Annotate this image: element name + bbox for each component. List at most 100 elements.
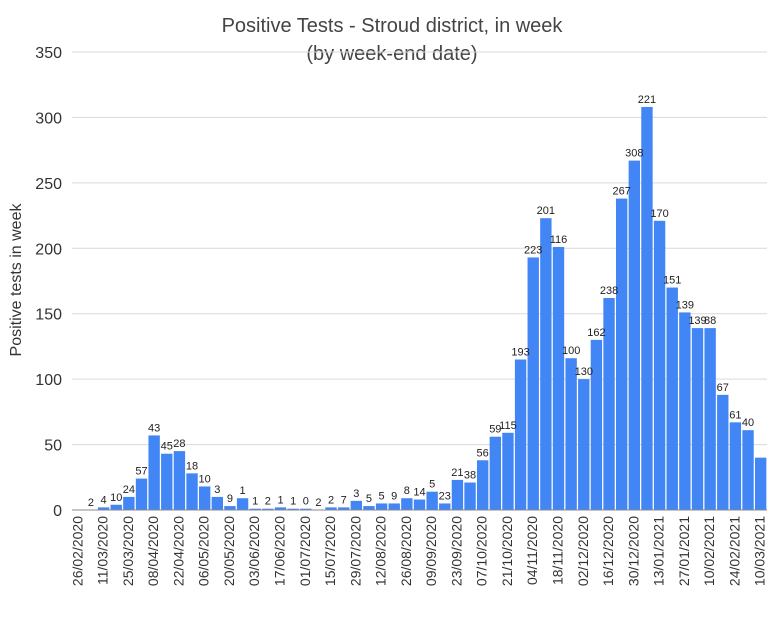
data-label: 1 xyxy=(252,496,258,508)
x-tick-label: 13/01/2021 xyxy=(651,516,667,586)
x-tick-label: 17/06/2020 xyxy=(272,516,288,586)
data-label: 43 xyxy=(148,422,160,434)
data-label: 7 xyxy=(341,494,347,506)
bar xyxy=(224,506,236,510)
bar xyxy=(198,486,211,510)
x-tick-label: 10/03/2021 xyxy=(752,516,768,586)
data-label: 3 xyxy=(214,484,220,496)
data-label: 21 xyxy=(451,467,463,479)
bar xyxy=(615,198,628,510)
bar xyxy=(653,220,666,510)
y-tick-label: 350 xyxy=(35,45,62,62)
data-label: 28 xyxy=(173,438,185,450)
x-tick-label: 02/12/2020 xyxy=(575,516,591,586)
data-label: 8 xyxy=(404,485,410,497)
y-tick-label: 0 xyxy=(53,503,62,520)
bar xyxy=(527,257,539,510)
bar xyxy=(552,246,565,510)
bar xyxy=(173,451,186,510)
bar xyxy=(211,496,224,510)
bar xyxy=(249,508,261,510)
data-label: 151 xyxy=(663,275,681,287)
x-tick-label: 10/02/2021 xyxy=(701,516,717,586)
data-label: 170 xyxy=(650,208,668,220)
data-label: 238 xyxy=(600,285,618,297)
x-tick-label: 30/12/2020 xyxy=(625,516,641,586)
bar xyxy=(135,478,148,510)
bar xyxy=(704,328,716,510)
bar xyxy=(363,506,375,510)
data-label: 10 xyxy=(199,473,211,485)
data-label: 130 xyxy=(575,366,593,378)
bar xyxy=(489,436,502,510)
bar xyxy=(325,507,337,510)
data-label: 115 xyxy=(499,420,517,432)
x-tick-label: 08/04/2020 xyxy=(145,516,161,586)
x-tick-label: 01/07/2020 xyxy=(297,516,313,586)
y-axis-label: Positive tests in week xyxy=(8,203,25,357)
data-label: 40 xyxy=(742,417,754,429)
bar xyxy=(540,218,552,510)
data-label: 88 xyxy=(704,315,716,327)
bar xyxy=(97,507,110,510)
y-tick-label: 100 xyxy=(35,372,62,389)
bar xyxy=(476,460,489,510)
data-label: 59 xyxy=(489,424,501,436)
data-label: 2 xyxy=(328,494,334,506)
data-label: 45 xyxy=(161,441,173,453)
data-label: 23 xyxy=(439,490,451,502)
x-tick-label: 29/07/2020 xyxy=(347,516,363,586)
x-axis-ticks: 26/02/2020 11/03/2020 25/03/2020 08/04/2020… xyxy=(69,516,767,586)
data-label: 139 xyxy=(688,315,706,327)
x-tick-label: 23/09/2020 xyxy=(448,516,464,586)
bar xyxy=(375,503,388,510)
x-tick-label: 12/08/2020 xyxy=(373,516,389,586)
bar xyxy=(413,499,426,510)
bar xyxy=(628,160,641,510)
data-label: 1 xyxy=(240,485,246,497)
data-label: 61 xyxy=(729,409,741,421)
x-tick-label: 15/07/2020 xyxy=(322,516,338,586)
data-label: 2 xyxy=(88,497,94,509)
data-label: 24 xyxy=(123,484,135,496)
bar xyxy=(514,359,527,510)
bar xyxy=(451,479,464,510)
bar xyxy=(262,508,274,510)
bar xyxy=(186,473,198,510)
y-tick-label: 150 xyxy=(35,307,62,324)
bar xyxy=(754,457,767,510)
bar xyxy=(388,503,400,510)
y-axis-ticks: 0 50 100 150 200 250 300 350 xyxy=(35,45,62,520)
bar xyxy=(717,394,729,510)
x-tick-label: 21/10/2020 xyxy=(499,516,515,586)
y-tick-label: 250 xyxy=(35,176,62,193)
gridlines xyxy=(72,51,767,446)
bars xyxy=(97,106,767,511)
x-tick-label: 18/11/2020 xyxy=(550,516,566,585)
data-label: 201 xyxy=(537,205,555,217)
x-tick-label: 25/03/2020 xyxy=(120,516,136,586)
data-label: 18 xyxy=(186,460,198,472)
data-label: 1 xyxy=(290,496,296,508)
bar xyxy=(502,432,514,510)
data-label: 221 xyxy=(638,94,656,106)
x-tick-label: 16/12/2020 xyxy=(600,516,616,586)
data-label: 10 xyxy=(110,492,122,504)
x-tick-label: 22/04/2020 xyxy=(170,516,186,586)
bar xyxy=(742,430,754,510)
data-label: 2 xyxy=(315,497,321,509)
bar xyxy=(691,328,704,510)
bar xyxy=(565,358,577,510)
x-tick-label: 26/08/2020 xyxy=(398,516,414,586)
data-label: 267 xyxy=(613,186,631,198)
x-tick-label: 20/05/2020 xyxy=(221,516,237,586)
bar xyxy=(287,508,299,510)
x-tick-label: 07/10/2020 xyxy=(474,516,490,586)
x-tick-label: 03/06/2020 xyxy=(246,516,262,586)
data-label: 2 xyxy=(265,496,271,508)
bar xyxy=(679,312,691,510)
chart-subtitle: (by week-end date) xyxy=(306,43,477,65)
data-label: 56 xyxy=(477,447,489,459)
bar xyxy=(401,498,413,510)
